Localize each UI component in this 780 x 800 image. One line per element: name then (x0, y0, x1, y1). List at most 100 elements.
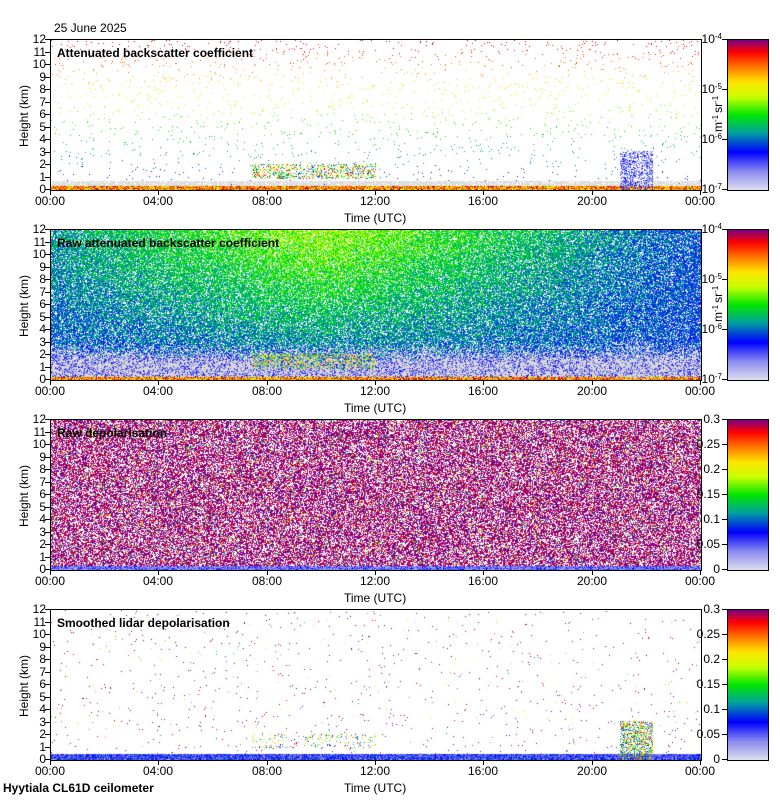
x-tick (50, 190, 51, 195)
y-tick (45, 646, 50, 648)
y-tick (45, 609, 50, 610)
x-tick (158, 380, 159, 385)
y-tick-label: 6 (39, 107, 46, 121)
unit-part: -1 (711, 304, 720, 312)
x-tick-label: 04:00 (142, 194, 174, 208)
colorbar-tick-label: 10-6 (700, 132, 722, 146)
plot-area-1: Raw attenuated backscatter coefficient (50, 229, 702, 381)
x-tick-label: 08:00 (251, 194, 283, 208)
colorbar-tick-label: 0.15 (696, 677, 720, 691)
x-axis-label: Time (UTC) (344, 401, 407, 415)
y-tick-label: 8 (39, 272, 46, 286)
x-tick (483, 190, 484, 195)
y-tick-label: 11 (33, 424, 46, 439)
y-tick-label: 1 (39, 359, 46, 374)
y-tick (45, 721, 50, 723)
colorbar-tick (722, 189, 727, 190)
tick-base: 10 (701, 222, 715, 236)
x-axis-label: Time (UTC) (344, 211, 407, 225)
x-tick (375, 190, 376, 195)
y-tick (45, 671, 50, 673)
x-tick (592, 760, 593, 765)
colorbar-unit-label: m-1sr-1 (711, 286, 725, 324)
colorbar-tick-label: 10-5 (700, 272, 722, 286)
colorbar-tick-label: 0.25 (696, 437, 720, 451)
x-tick (158, 760, 159, 765)
x-tick (375, 760, 376, 765)
y-tick (45, 709, 50, 710)
y-tick-label: 8 (39, 462, 46, 476)
x-tick (700, 760, 701, 765)
y-tick (45, 126, 50, 128)
heatmap-canvas (51, 230, 701, 380)
colorbar-tick-label: 0.3 (703, 412, 720, 426)
colorbar-tick (722, 89, 727, 90)
y-tick (45, 139, 50, 140)
y-tick-label: 5 (39, 119, 46, 134)
colorbar-tick (722, 709, 727, 710)
x-tick-label: 12:00 (359, 764, 391, 778)
footer-label: Hyytiala CL61D ceilometer (3, 781, 154, 795)
colorbar (727, 419, 769, 571)
colorbar-tick (722, 494, 727, 495)
tick-exponent: -7 (714, 182, 722, 191)
x-tick-label: 12:00 (359, 574, 391, 588)
colorbar-tick-label: 10-5 (700, 83, 722, 96)
x-tick-label: 00:00 (34, 764, 66, 778)
colorbar-tick-label: 0.25 (696, 627, 720, 641)
unit-part: sr (711, 102, 725, 113)
x-tick (158, 570, 159, 575)
y-tick-label: 1 (39, 169, 46, 184)
unit-part: -1 (711, 114, 720, 122)
y-tick-label: 5 (39, 499, 46, 514)
colorbar-tick (722, 379, 727, 380)
y-tick-label: 12 (32, 602, 46, 616)
y-tick (45, 176, 50, 178)
tick-exponent: -5 (714, 272, 722, 281)
y-tick-label: 2 (39, 347, 46, 361)
y-tick (45, 569, 50, 570)
y-tick (45, 519, 50, 520)
x-tick-label: 16:00 (467, 194, 499, 208)
y-tick-label: 3 (39, 714, 46, 729)
y-tick-label: 8 (39, 82, 46, 96)
tick-exponent: -6 (714, 132, 722, 141)
x-tick-label: 20:00 (576, 574, 608, 588)
x-tick-label: 20:00 (576, 194, 608, 208)
y-tick-label: 5 (39, 309, 46, 324)
x-tick-label: 08:00 (251, 764, 283, 778)
y-tick-label: 1 (39, 739, 46, 754)
y-tick (45, 556, 50, 558)
tick-base: 10 (701, 372, 715, 386)
colorbar-tick (722, 734, 727, 735)
y-tick (45, 456, 50, 458)
colorbar-gradient (728, 610, 768, 760)
colorbar (727, 229, 769, 381)
colorbar-tick-label: 0.05 (696, 727, 720, 741)
y-tick (45, 229, 50, 230)
y-tick-label: 12 (32, 222, 46, 236)
y-tick-label: 4 (39, 132, 46, 146)
x-tick (483, 380, 484, 385)
colorbar-tick-label: 0.1 (703, 702, 720, 716)
y-tick-label: 3 (39, 334, 46, 349)
x-tick (700, 380, 701, 385)
colorbar-gradient (728, 230, 768, 380)
tick-exponent: -4 (714, 32, 722, 41)
y-tick-label: 1 (39, 549, 46, 564)
y-tick (45, 114, 50, 115)
y-tick-label: 0 (39, 372, 46, 386)
y-tick (45, 304, 50, 305)
colorbar-tick-label: 0.2 (703, 652, 720, 666)
y-tick (45, 89, 50, 90)
y-tick (45, 379, 50, 380)
colorbar-tick (722, 419, 727, 420)
y-tick (45, 189, 50, 190)
unit-part: sr (711, 292, 725, 303)
tick-exponent: -4 (714, 222, 722, 231)
y-tick-label: 4 (39, 702, 46, 716)
colorbar-tick (722, 39, 727, 40)
x-tick (267, 570, 268, 575)
y-axis-label: Height (km) (17, 654, 31, 717)
x-tick (375, 380, 376, 385)
